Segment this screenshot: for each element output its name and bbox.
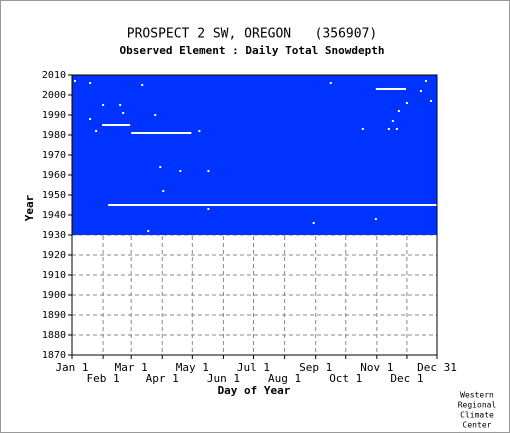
missing-day (312, 222, 315, 224)
y-tick-label: 1970 (42, 150, 66, 161)
y-tick-label: 1870 (42, 350, 66, 361)
y-tick-label: 2010 (42, 70, 66, 81)
chart-title: PROSPECT 2 SW, OREGON (356907) (127, 27, 377, 42)
missing-day (179, 170, 182, 172)
y-tick-label: 1900 (42, 290, 66, 301)
credit: Climate (460, 411, 494, 420)
missing-day (147, 230, 150, 232)
missing-day (119, 104, 122, 106)
missing-day (198, 130, 201, 132)
missing-day (89, 118, 92, 120)
missing-day (395, 128, 398, 130)
missing-day (387, 128, 390, 130)
y-tick-label: 1960 (42, 170, 66, 181)
x-tick-label: Apr 1 (146, 372, 179, 385)
plot-border (71, 74, 438, 356)
missing-day (154, 114, 157, 116)
missing-day (122, 112, 125, 114)
x-tick-label: Aug 1 (268, 372, 301, 385)
x-tick-label: Jul 1 (237, 361, 270, 374)
x-tick-label: Jun 1 (207, 372, 240, 385)
missing-day (391, 120, 394, 122)
missing-day (74, 80, 77, 82)
missing-day (429, 100, 432, 102)
x-tick-label: Nov 1 (360, 361, 393, 374)
missing-day (207, 170, 210, 172)
x-tick-label: Feb 1 (87, 372, 120, 385)
missing-day (141, 84, 144, 86)
y-tick-label: 1880 (42, 330, 66, 341)
credit: Regional (458, 401, 497, 410)
x-tick-label: Mar 1 (115, 361, 148, 374)
missing-day (89, 82, 92, 84)
x-tick-label: Dec 31 (417, 361, 457, 374)
y-tick-label: 1920 (42, 250, 66, 261)
x-tick-label: Dec 1 (390, 372, 423, 385)
y-tick-label: 1980 (42, 130, 66, 141)
missing-day (329, 82, 332, 84)
x-tick-label: Oct 1 (329, 372, 362, 385)
missing-day (361, 128, 364, 130)
y-tick-label: 1940 (42, 210, 66, 221)
y-tick-label: 1930 (42, 230, 66, 241)
missing-day (102, 104, 105, 106)
y-tick-label: 1990 (42, 110, 66, 121)
y-tick-label: 1910 (42, 270, 66, 281)
x-tick-label: May 1 (176, 361, 209, 374)
missing-day (419, 90, 422, 92)
missing-day (374, 218, 377, 220)
x-axis-label: Day of Year (218, 384, 291, 397)
x-tick-label: Sep 1 (299, 361, 332, 374)
y-axis-label: Year (23, 194, 36, 221)
y-tick-label: 1890 (42, 310, 66, 321)
credit: Center (463, 421, 492, 430)
y-tick-label: 1950 (42, 190, 66, 201)
missing-day (207, 208, 210, 210)
missing-day (159, 166, 162, 168)
missing-day (95, 130, 98, 132)
credit: Western (460, 391, 494, 400)
missing-day (162, 190, 165, 192)
y-tick-label: 2000 (42, 90, 66, 101)
missing-day (397, 110, 400, 112)
x-tick-label: Jan 1 (55, 361, 88, 374)
coverage-block (72, 75, 437, 235)
missing-day (405, 102, 408, 104)
chart-subtitle: Observed Element : Daily Total Snowdepth (120, 44, 385, 57)
missing-day (424, 80, 427, 82)
